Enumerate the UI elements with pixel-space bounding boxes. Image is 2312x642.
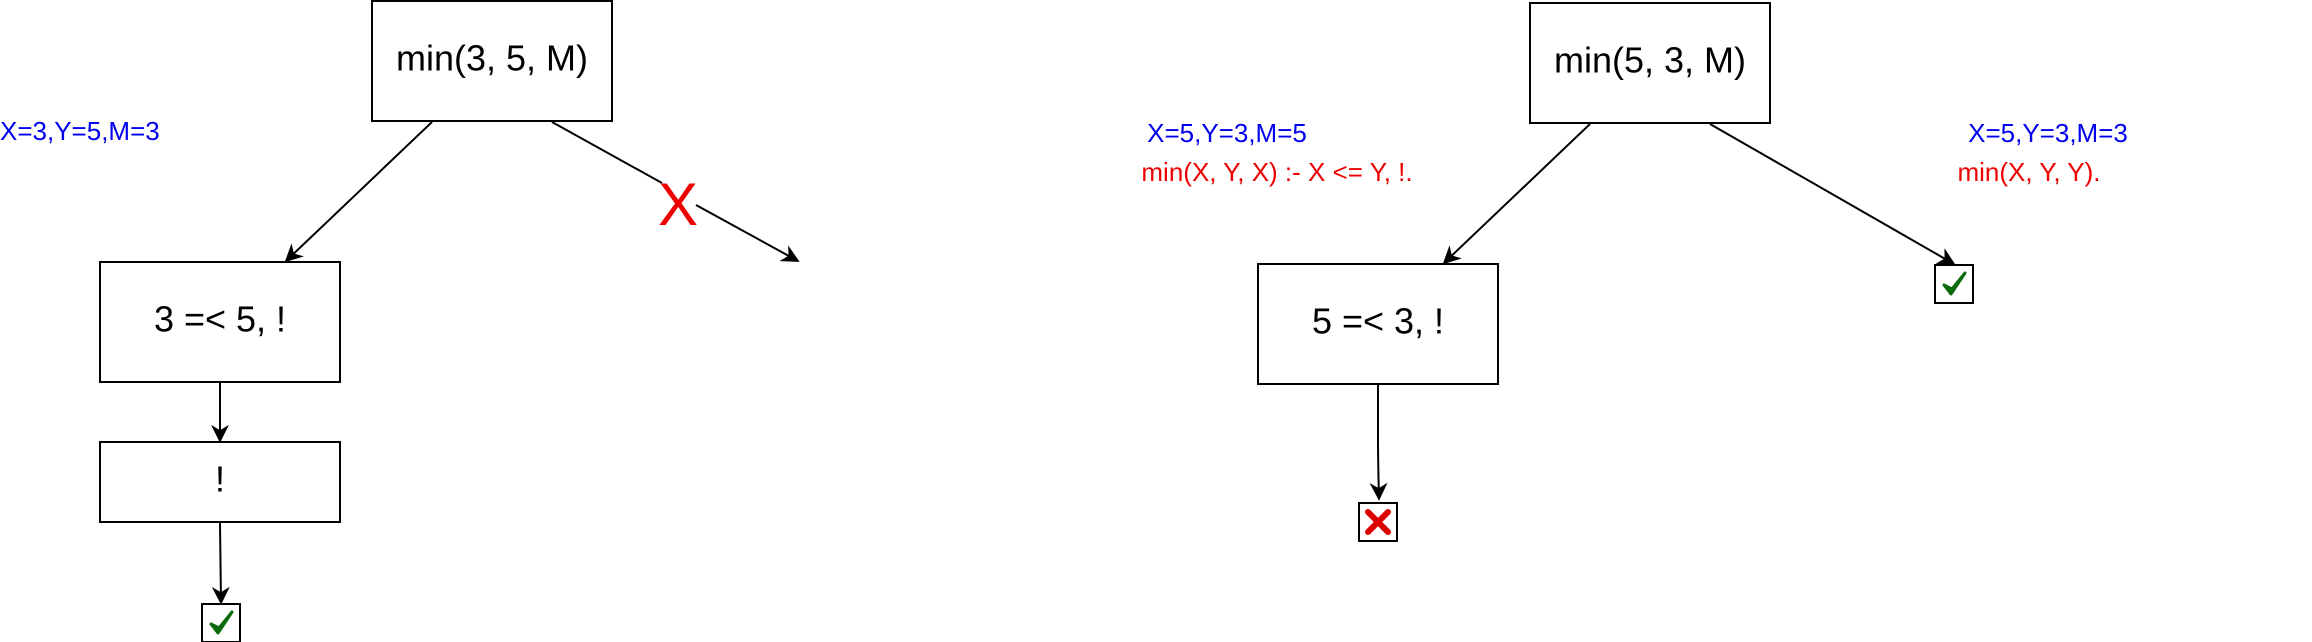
cut-pruned-mark: X	[658, 171, 698, 238]
check-icon	[1934, 264, 1974, 304]
left-edge-root-to-pruned-b	[695, 204, 800, 262]
check-icon	[201, 603, 241, 642]
right-clause-right: min(X, Y, Y).	[1957, 157, 2100, 187]
right-edge-root-to-child1	[1442, 123, 1591, 265]
left-child1-label: 3 =< 5, !	[154, 299, 286, 340]
left-binding-label: X=3,Y=5,M=3	[0, 116, 160, 146]
right-child1-label: 5 =< 3, !	[1312, 301, 1444, 342]
left-child1-node: 3 =< 5, !	[99, 261, 341, 383]
left-child2-node: !	[99, 441, 341, 523]
right-clause-left: min(X, Y, X) :- X <= Y, !.	[1141, 157, 1412, 187]
left-root-label: min(3, 5, M)	[396, 38, 588, 79]
left-edge-root-to-child	[284, 121, 433, 263]
right-binding-right: X=5,Y=3,M=3	[1968, 118, 2128, 148]
left-child2-label: !	[215, 459, 225, 500]
left-root-node: min(3, 5, M)	[371, 0, 613, 122]
left-edge-child2-to-success	[211, 522, 230, 605]
right-root-node: min(5, 3, M)	[1529, 2, 1771, 124]
right-child1-node: 5 =< 3, !	[1257, 263, 1499, 385]
right-edge-child1-to-failure	[1369, 385, 1388, 501]
left-tree: X=3,Y=5,M=3 min(3, 5, M) X 3 =< 5, ! !	[0, 0, 800, 642]
right-edge-root-to-success	[1709, 123, 1956, 265]
left-edge-root-to-pruned-a	[551, 121, 663, 184]
right-binding-left: X=5,Y=3,M=5	[1147, 118, 1307, 148]
cross-icon	[1358, 502, 1398, 542]
right-tree: min(5, 3, M) X=5,Y=3,M=5 min(X, Y, X) :-…	[1141, 2, 2128, 542]
right-root-label: min(5, 3, M)	[1554, 40, 1746, 81]
